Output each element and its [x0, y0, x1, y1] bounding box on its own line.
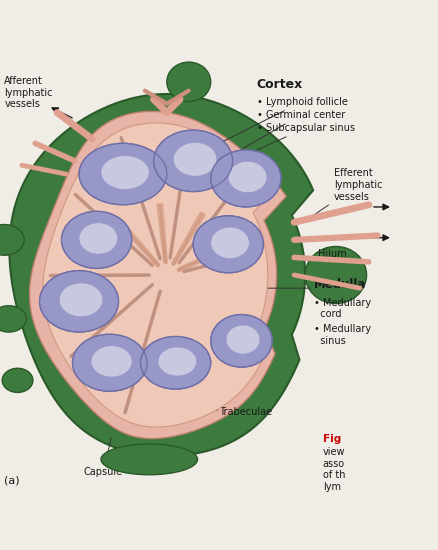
Ellipse shape	[59, 283, 102, 317]
Text: Hilum: Hilum	[294, 249, 346, 259]
Ellipse shape	[158, 347, 196, 376]
Ellipse shape	[0, 224, 24, 255]
Text: Trabeculae: Trabeculae	[178, 379, 272, 417]
Ellipse shape	[79, 223, 117, 254]
Ellipse shape	[140, 337, 210, 389]
Text: Afferent
lymphatic
vessels: Afferent lymphatic vessels	[4, 76, 72, 124]
Ellipse shape	[226, 325, 259, 354]
Ellipse shape	[39, 271, 118, 332]
Polygon shape	[9, 94, 312, 456]
Text: • Medullary
  cord: • Medullary cord	[313, 298, 370, 320]
Ellipse shape	[166, 62, 210, 102]
Text: Cortex: Cortex	[256, 78, 302, 91]
Ellipse shape	[0, 306, 26, 332]
Ellipse shape	[2, 368, 33, 393]
Ellipse shape	[210, 150, 280, 207]
Text: (a): (a)	[4, 476, 20, 486]
Text: • Lymphoid follicle: • Lymphoid follicle	[195, 97, 347, 155]
Ellipse shape	[228, 161, 266, 192]
Polygon shape	[43, 123, 269, 427]
Ellipse shape	[304, 246, 366, 304]
Text: • Germinal center: • Germinal center	[212, 110, 344, 166]
Text: • Subcapsular sinus: • Subcapsular sinus	[187, 123, 354, 182]
Ellipse shape	[72, 334, 147, 392]
Ellipse shape	[210, 315, 272, 367]
Ellipse shape	[79, 144, 166, 205]
Text: Efferent
lymphatic
vessels: Efferent lymphatic vessels	[311, 168, 381, 216]
Text: view
asso
of th
lym: view asso of th lym	[322, 447, 344, 492]
Text: Medulla: Medulla	[313, 278, 365, 291]
Ellipse shape	[91, 346, 132, 377]
Polygon shape	[29, 112, 286, 438]
Text: • Medullary
  sinus: • Medullary sinus	[313, 324, 370, 346]
Ellipse shape	[61, 211, 131, 268]
Ellipse shape	[210, 227, 249, 258]
Ellipse shape	[101, 156, 149, 189]
Ellipse shape	[193, 216, 263, 273]
Ellipse shape	[173, 142, 216, 176]
Ellipse shape	[101, 444, 197, 475]
Text: Capsule: Capsule	[83, 438, 123, 477]
Text: Fig: Fig	[322, 434, 340, 444]
Ellipse shape	[153, 130, 232, 191]
